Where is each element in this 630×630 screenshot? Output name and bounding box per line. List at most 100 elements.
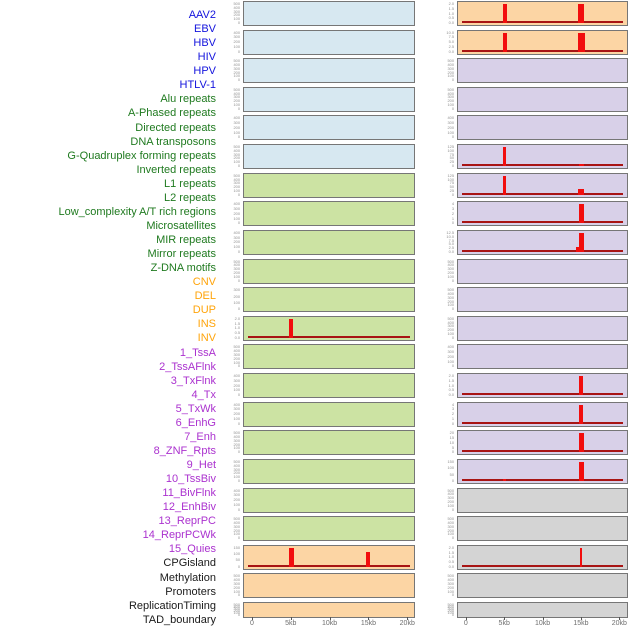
track-row-DUP: 500 400 300 200 100 0 — [218, 602, 415, 619]
y-tick-label: 300 — [233, 287, 240, 293]
y-tick-label: 2.5 — [448, 245, 454, 251]
track-plot-INS — [457, 1, 628, 26]
track-label: Low_complexity A/T rich regions — [58, 205, 216, 218]
track-label: HBV — [193, 37, 216, 50]
y-tick-label: 2 — [451, 211, 454, 217]
track-row-Mirror repeats: 400 300 200 100 0 — [218, 487, 415, 513]
y-tick-label: 50 — [449, 472, 454, 478]
y-tick-label: 300 — [447, 495, 454, 501]
signal-spike — [578, 461, 584, 481]
track-plot-HBV — [243, 58, 415, 84]
y-tick-label: 0.0 — [448, 392, 454, 398]
y-tick-label: 0 — [451, 192, 454, 198]
y-tick-label: 400 — [447, 345, 454, 350]
y-tick-label: 300 — [233, 606, 240, 612]
track-plot-Microsatellites — [243, 430, 415, 456]
x-tick-mark — [368, 617, 370, 620]
y-tick-label: 100 — [233, 360, 240, 366]
signal-spike — [578, 163, 584, 167]
y-tick-label: 300 — [447, 606, 454, 612]
x-tick-mark — [504, 617, 506, 620]
y-tick-label: 200 — [447, 270, 454, 276]
y-tick-label: 3 — [451, 407, 454, 412]
track-label: 8_ZNF_Rpts — [153, 444, 216, 457]
signal-spike — [577, 32, 585, 52]
y-tick-label: 500 — [233, 173, 240, 179]
y-tick-label: 300 — [233, 407, 240, 412]
signal-baseline — [462, 221, 623, 224]
track-label-list: AAV2 EBV HBV HIV HPV HTLV-1 Alu repeats A-Phase… — [0, 8, 216, 627]
track-plot-Z-DNA motifs — [243, 516, 415, 542]
track-row-3_TxFlnk: 400 300 200 100 0 — [431, 115, 628, 141]
y-tick-label: 1.5 — [448, 550, 454, 555]
y-tick-label: 0 — [237, 535, 240, 541]
y-tick-label: 0 — [451, 106, 454, 112]
y-tick-label: 400 — [233, 349, 240, 354]
y-tick-label: 100 — [233, 532, 240, 537]
y-tick-label: 500 — [447, 59, 454, 64]
y-tick-label: 100 — [233, 102, 240, 108]
y-tick-label: 0 — [451, 535, 454, 541]
track-label: HIV — [197, 51, 216, 64]
track-label: HPV — [193, 65, 216, 78]
y-tick-label: 0 — [237, 564, 240, 570]
y-tick-label: 0 — [237, 163, 240, 169]
y-tick-label: 300 — [233, 120, 240, 126]
y-tick-label: 400 — [233, 463, 240, 469]
y-tick-label: 500 — [447, 87, 454, 93]
y-tick-label: 400 — [233, 148, 240, 154]
track-label: L2 repeats — [164, 191, 216, 204]
y-tick-label: 200 — [233, 39, 240, 45]
signal-spike — [578, 232, 584, 252]
track-label: 9_Het — [186, 459, 216, 471]
track-row-4_Tx: 125 100 75 50 25 0 — [431, 144, 628, 170]
signal-baseline — [462, 192, 623, 195]
y-tick-label: 300 — [233, 95, 240, 100]
y-tick-label: 300 — [233, 9, 240, 15]
y-tick-label: 150 — [447, 459, 454, 465]
track-row-10_TssBiv: 500 400 300 200 100 0 — [431, 315, 628, 341]
x-tick-mark — [251, 617, 253, 620]
y-tick-label: 20 — [449, 431, 454, 436]
track-plot-13_ReprPC — [457, 401, 628, 427]
y-tick-label: 200 — [233, 70, 240, 76]
y-tick-label: 400 — [233, 177, 240, 182]
signal-baseline — [462, 393, 623, 396]
y-tick-label: 125 — [447, 144, 454, 150]
y-tick-label: 0 — [451, 135, 454, 140]
signal-baseline — [462, 564, 623, 567]
y-tick-label: 400 — [233, 62, 240, 68]
y-tick-label: 0.0 — [448, 20, 454, 26]
signal-spike — [580, 547, 583, 567]
y-tick-label: 500 — [233, 259, 240, 265]
signal-spike — [579, 376, 584, 396]
y-tick-label: 150 — [233, 545, 240, 551]
y-tick-label: 200 — [233, 156, 240, 161]
y-tick-label: 0 — [237, 20, 240, 26]
y-tick-label: 2.5 — [448, 44, 454, 50]
y-tick-label: 0.0 — [448, 564, 454, 570]
track-plot-INV — [457, 29, 628, 55]
y-tick-label: 100 — [233, 300, 240, 306]
y-tick-label: 0.0 — [448, 249, 454, 255]
y-tick-label: 100 — [447, 148, 454, 154]
y-tick-label: 200 — [233, 411, 240, 417]
y-tick-label: 0 — [237, 278, 240, 284]
y-tick-label: 300 — [447, 324, 454, 329]
signal-baseline — [248, 335, 410, 338]
y-tick-label: 100 — [447, 177, 454, 182]
y-tick-label: 0 — [237, 612, 240, 618]
track-plot-DEL — [243, 573, 415, 599]
plot-column-left: 500 400 300 200 100 0 400 300 200 100 0 500 400 300 20… — [218, 0, 415, 630]
y-tick-label: 300 — [447, 295, 454, 301]
y-tick-label: 0 — [237, 364, 240, 369]
track-label: Alu repeats — [160, 93, 216, 106]
x-tick-mark — [290, 617, 292, 620]
track-plot-5_TxWk — [457, 172, 628, 198]
y-tick-label: 100 — [447, 331, 454, 337]
y-tick-label: 100 — [447, 532, 454, 537]
track-label: CNV — [192, 276, 216, 289]
y-tick-label: 200 — [447, 99, 454, 104]
y-tick-label: 0 — [237, 221, 240, 226]
y-tick-label: 200 — [233, 184, 240, 190]
